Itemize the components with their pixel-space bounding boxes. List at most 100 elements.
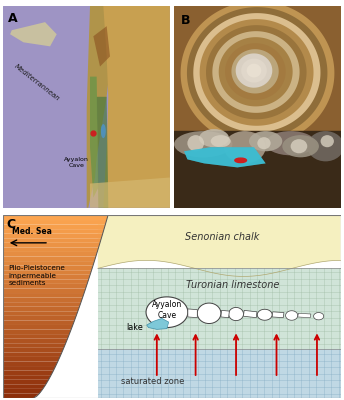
Polygon shape (3, 298, 83, 302)
Ellipse shape (235, 158, 247, 162)
Polygon shape (225, 43, 286, 100)
Ellipse shape (224, 131, 266, 163)
Text: Senonian chalk: Senonian chalk (185, 232, 260, 242)
Polygon shape (3, 352, 62, 357)
Polygon shape (298, 313, 311, 318)
Ellipse shape (291, 139, 307, 153)
Polygon shape (147, 318, 169, 329)
Ellipse shape (307, 131, 344, 161)
Text: B: B (181, 14, 190, 27)
Polygon shape (90, 77, 98, 198)
Polygon shape (3, 216, 108, 220)
Ellipse shape (257, 137, 271, 149)
Polygon shape (221, 310, 229, 318)
Text: Ayyalon
Cave: Ayyalon Cave (64, 157, 89, 168)
Ellipse shape (174, 131, 232, 157)
Polygon shape (146, 297, 188, 328)
Polygon shape (247, 64, 261, 78)
Polygon shape (184, 147, 266, 168)
Polygon shape (3, 220, 107, 224)
Polygon shape (238, 55, 272, 87)
Polygon shape (3, 357, 60, 362)
Polygon shape (3, 275, 90, 279)
Polygon shape (3, 371, 53, 375)
Ellipse shape (321, 135, 334, 147)
Polygon shape (200, 19, 313, 126)
Polygon shape (286, 311, 298, 320)
Polygon shape (181, 1, 334, 145)
Text: C: C (6, 218, 15, 231)
Polygon shape (184, 147, 266, 168)
Polygon shape (241, 58, 267, 82)
Polygon shape (206, 25, 307, 119)
Ellipse shape (266, 131, 315, 155)
Polygon shape (3, 261, 94, 266)
Polygon shape (90, 178, 170, 208)
Polygon shape (272, 312, 284, 318)
Polygon shape (197, 303, 221, 324)
Ellipse shape (211, 135, 231, 147)
Bar (174, 131, 341, 208)
Polygon shape (244, 310, 257, 318)
Polygon shape (3, 343, 66, 348)
Polygon shape (229, 308, 244, 320)
Polygon shape (219, 37, 293, 106)
Polygon shape (3, 284, 87, 288)
Text: Med. Sea: Med. Sea (12, 227, 52, 236)
Polygon shape (10, 22, 57, 46)
Polygon shape (3, 243, 100, 247)
Polygon shape (3, 288, 86, 293)
Polygon shape (232, 49, 279, 94)
Polygon shape (3, 234, 103, 238)
Polygon shape (3, 266, 93, 270)
Polygon shape (3, 325, 73, 330)
Polygon shape (3, 375, 51, 380)
Ellipse shape (282, 135, 319, 157)
Polygon shape (3, 311, 78, 316)
Polygon shape (3, 238, 101, 243)
Ellipse shape (101, 124, 106, 138)
Polygon shape (3, 224, 105, 229)
Polygon shape (193, 13, 321, 132)
Polygon shape (3, 339, 67, 343)
Polygon shape (314, 312, 324, 320)
Polygon shape (3, 316, 76, 320)
Polygon shape (188, 309, 197, 318)
Text: Plio-Pleistocene
impermeable
sediments: Plio-Pleistocene impermeable sediments (9, 265, 65, 286)
Polygon shape (3, 229, 104, 234)
Polygon shape (3, 334, 69, 339)
Polygon shape (93, 26, 110, 66)
Polygon shape (3, 384, 46, 389)
Text: Turonian limestone: Turonian limestone (186, 280, 279, 290)
Polygon shape (3, 380, 49, 384)
Ellipse shape (187, 135, 204, 151)
Polygon shape (212, 31, 300, 113)
Polygon shape (3, 279, 89, 284)
Polygon shape (3, 293, 84, 298)
Polygon shape (3, 270, 92, 275)
Polygon shape (3, 362, 58, 366)
Text: lake: lake (127, 324, 143, 332)
Polygon shape (3, 320, 75, 325)
Polygon shape (3, 307, 79, 311)
Polygon shape (244, 61, 265, 80)
Polygon shape (250, 67, 258, 74)
Polygon shape (3, 330, 71, 334)
Polygon shape (3, 302, 81, 307)
Polygon shape (3, 389, 43, 394)
Bar (98, 349, 341, 398)
Polygon shape (97, 97, 108, 208)
Polygon shape (98, 216, 341, 276)
Text: Ayyalon
Cave: Ayyalon Cave (152, 300, 182, 320)
Polygon shape (257, 309, 272, 320)
Polygon shape (3, 247, 99, 252)
Polygon shape (236, 54, 272, 88)
Text: A: A (9, 12, 18, 25)
Polygon shape (103, 6, 170, 208)
Polygon shape (3, 348, 64, 352)
Ellipse shape (199, 129, 229, 147)
Text: Mediterrannean: Mediterrannean (13, 63, 61, 102)
Polygon shape (3, 252, 97, 256)
Bar (98, 268, 341, 349)
Text: saturated zone: saturated zone (121, 377, 185, 386)
